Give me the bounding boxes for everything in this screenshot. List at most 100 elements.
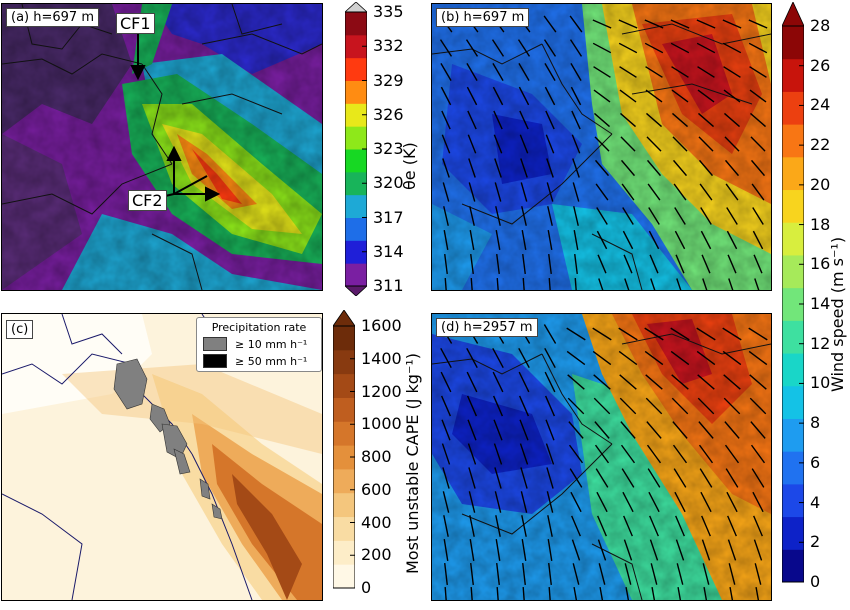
wind-vector [520,182,528,202]
wind-vector [544,371,556,393]
wind-vector [729,587,734,600]
wind-vector [494,467,502,489]
colorbar-segment [345,80,367,104]
colorbar-tick-label: 323 [373,139,404,158]
wind-vector [696,42,716,54]
wind-vector [548,253,552,275]
legend-item-10mm: ≥ 10 mm h⁻¹ [203,337,315,351]
colorbar-segment [333,397,355,422]
wind-vector [544,395,556,417]
wind-vector [520,467,528,489]
legend-item-label: ≥ 10 mm h⁻¹ [235,337,308,351]
wind-vector [670,42,690,54]
wind-vector [594,444,610,464]
wind-vector [444,586,447,600]
wind-vector [444,277,447,290]
wind-vector [597,539,607,561]
wind-vector [723,374,741,390]
wind-vector [470,277,473,290]
wind-vector [753,254,763,274]
colorbar-segment [782,91,804,125]
wind-vector [544,86,556,106]
wind-vector [494,158,502,178]
wind-vector [495,230,501,250]
wind-vector [548,562,552,586]
wind-vector [620,421,636,439]
wind-vector [646,421,662,439]
colorbar-tick-label: 24 [810,95,831,115]
wind-vector [618,350,638,366]
wind-vector [440,63,452,81]
wind-vector [470,586,473,600]
legend-item-label: ≥ 50 mm h⁻¹ [235,354,308,368]
wind-vector [572,182,580,202]
wind-vector [702,278,708,290]
wind-vector [696,350,716,366]
wind-vector [722,42,742,54]
wind-vector [670,327,690,341]
wind-vector [441,134,451,154]
wind-vector [521,515,527,537]
wind-vector [469,515,475,537]
wind-vector [496,253,500,275]
wind-vector [727,515,737,537]
wind-vector [671,89,689,103]
colorbar-extend-top [782,2,804,27]
wind-vector [444,253,448,275]
wind-vector [671,66,689,78]
wind-vector [623,515,633,537]
wind-vector [518,371,530,393]
wind-vector [574,277,577,290]
wind-vector [750,136,766,152]
wind-vector [623,539,633,561]
wind-vector [698,421,714,439]
wind-vector [750,444,766,464]
wind-vector [442,182,450,202]
colorbar-segment [345,126,367,150]
colorbar-segment [333,349,355,375]
wind-vector [467,110,477,130]
precipitation-legend: Precipitation rate ≥ 10 mm h⁻¹ ≥ 50 mm h… [196,317,322,372]
wind-vector [519,443,529,465]
colorbar-segment [782,254,804,289]
wind-vector [468,491,476,513]
wind-vector [697,397,715,415]
wind-vector [470,253,474,275]
wind-vector [618,327,638,341]
wind-vector [594,421,610,439]
colorbar-extend-bottom [345,285,367,296]
wind-vector [593,89,611,103]
colorbar-segment [782,222,804,256]
wind-vector [548,277,551,290]
wind-vector [439,39,453,57]
wind-vector [495,539,501,561]
wind-vector [697,374,715,390]
wind-vector [572,158,580,178]
wind-vector [620,159,636,177]
wind-vector [522,253,526,275]
wind-vector [469,230,475,250]
panel-d-label: (d) h=2957 m [436,318,538,337]
wind-vector [598,563,606,585]
wind-vector [618,42,638,54]
wind-vector [649,539,659,561]
wind-vector [672,159,688,177]
colorbar-segment [345,263,367,287]
wind-vector [619,89,637,103]
wind-vector [596,491,608,513]
wind-vector [698,159,714,177]
map-cape: (c) Precipitation rate ≥ 10 mm h⁻¹ ≥ 50 … [1,313,323,601]
wind-vector [622,491,634,513]
wind-vector [698,444,714,464]
wind-vector [754,278,760,290]
wind-vector [571,134,581,154]
colorbar-tick-label: 18 [810,214,831,234]
colorbar-tick-label: 4 [810,492,821,512]
colorbar-segment [782,516,804,550]
colorbar-tick-label: 28 [810,16,831,35]
colorbar-tick-label: 2 [810,532,821,552]
wind-vector [646,444,662,464]
wind-vector [444,562,448,586]
front-label-cf2: CF2 [128,190,167,211]
colorbar-segment [333,540,355,565]
